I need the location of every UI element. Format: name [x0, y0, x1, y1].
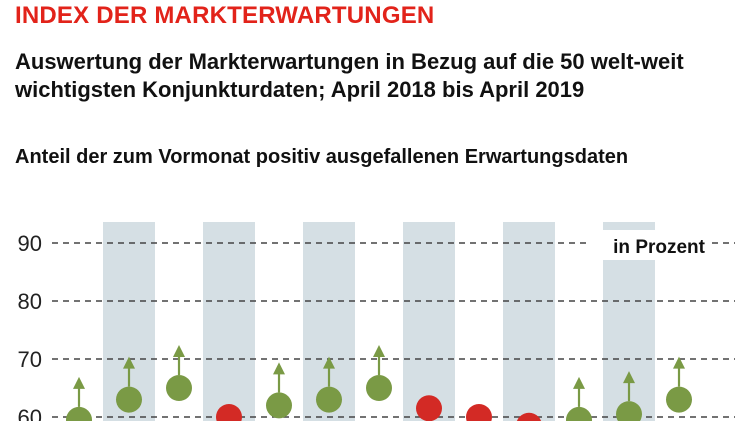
shaded-column	[403, 222, 455, 421]
y-tick-label: 70	[18, 347, 42, 372]
data-points	[66, 345, 692, 421]
data-point	[466, 404, 492, 421]
y-tick-label: 60	[18, 405, 42, 421]
data-point	[366, 375, 392, 401]
shaded-column	[203, 222, 255, 421]
data-point	[316, 386, 342, 413]
data-point	[516, 412, 542, 421]
arrow-up-icon	[123, 356, 135, 369]
arrow-up-icon	[373, 345, 385, 357]
data-point	[416, 395, 442, 421]
unit-label-background	[588, 230, 710, 260]
grid-lines	[52, 242, 735, 418]
data-point	[166, 375, 192, 401]
shaded-column	[503, 222, 555, 421]
arrow-up-icon	[673, 356, 685, 369]
chart-description: Anteil der zum Vormonat positiv ausgefal…	[15, 146, 629, 168]
data-point	[666, 386, 692, 413]
y-tick-label: 90	[18, 231, 42, 256]
unit-label: in Prozent	[613, 237, 706, 258]
arrow-up-icon	[323, 356, 335, 369]
data-point	[616, 401, 642, 421]
chart-subtitle: Auswertung der Markterwartungen in Bezug…	[15, 49, 684, 102]
data-point	[266, 392, 292, 419]
y-tick-label: 80	[18, 289, 42, 314]
arrow-up-icon	[73, 376, 85, 389]
unit-label-group: in Prozent	[588, 230, 710, 260]
data-point	[66, 406, 92, 421]
arrow-up-icon	[623, 371, 635, 384]
arrow-up-icon	[173, 345, 185, 357]
arrow-up-icon	[573, 376, 585, 389]
arrow-up-icon	[273, 362, 285, 375]
data-point	[116, 386, 142, 413]
data-point	[566, 406, 592, 421]
chart-title: INDEX DER MARKTERWARTUNGEN	[15, 2, 435, 29]
data-point	[216, 404, 242, 421]
y-axis-ticks: 90 80 70 60	[18, 231, 42, 421]
